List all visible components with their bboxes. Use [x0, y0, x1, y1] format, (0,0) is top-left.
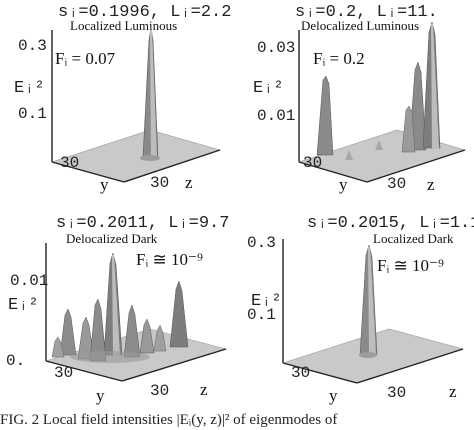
z-tick-label: 30	[150, 382, 169, 400]
tick-label: 0.1	[18, 105, 47, 123]
intensity-peak-highlight	[150, 30, 157, 160]
panel-localized-luminous: sᵢ=0.1996, Lᵢ=2.2 Localized Luminous Fᵢ …	[0, 0, 237, 205]
surface-plot: sᵢ=0.2, Lᵢ=11. Delocalized Luminous Fᵢ =…	[253, 3, 467, 194]
z-axis	[123, 149, 221, 183]
y-axis	[45, 360, 123, 382]
peak-base	[140, 155, 160, 161]
intensity-peak	[139, 318, 155, 354]
panel-delocalized-luminous: sᵢ=0.2, Lᵢ=11. Delocalized Luminous Fᵢ =…	[237, 0, 474, 205]
intensity-peak-highlight	[368, 247, 376, 357]
e-axis-label: Eᵢ²	[253, 79, 284, 98]
z-tick-label: 30	[387, 175, 406, 193]
y-tick-label: 30	[291, 364, 310, 382]
y-tick-label: 30	[54, 364, 73, 382]
tick-label: 0.01	[10, 272, 48, 290]
z-axis	[366, 149, 466, 183]
y-axis	[282, 362, 358, 384]
panel-header: sᵢ=0.2015, Lᵢ=1.1	[307, 214, 474, 233]
peak-base	[359, 352, 377, 358]
z-axis	[356, 348, 464, 384]
z-axis-label: z	[200, 380, 208, 399]
intensity-peak-highlight	[431, 24, 439, 150]
z-axis-label: z	[449, 382, 457, 401]
e-axis-label: Eᵢ²	[8, 296, 39, 315]
y-axis-label: y	[100, 175, 109, 194]
panel-header: sᵢ=0.1996, Lᵢ=2.2	[58, 3, 231, 22]
panel-subtitle: Delocalized Dark	[66, 231, 158, 246]
intensity-bump	[345, 150, 353, 160]
y-axis	[51, 161, 125, 183]
tick-label: 0.	[6, 352, 25, 370]
panel-delocalized-dark: sᵢ=0.2011, Lᵢ=9.7 Delocalized Dark Fᵢ ≅ …	[0, 205, 237, 410]
surface-plot: sᵢ=0.2015, Lᵢ=1.1 Localized Dark Fᵢ ≅ 10…	[247, 214, 474, 405]
panel-subtitle: Delocalized Luminous	[301, 18, 419, 33]
intensity-peak	[401, 105, 416, 153]
surface-plot: sᵢ=0.2011, Lᵢ=9.7 Delocalized Dark Fᵢ ≅ …	[6, 214, 229, 405]
intensity-peak	[51, 336, 65, 358]
f-value-label: Fᵢ ≅ 10⁻⁹	[377, 256, 444, 275]
intensity-peak	[153, 324, 167, 352]
e-axis-label: Eᵢ²	[14, 79, 45, 98]
z-axis	[121, 348, 227, 382]
panel-header: sᵢ=0.2, Lᵢ=11.	[295, 3, 438, 22]
f-value-label: Fᵢ = 0.2	[313, 49, 365, 68]
y-axis	[298, 161, 368, 183]
tick-label: 0.3	[247, 234, 276, 252]
y-axis-label: y	[329, 386, 338, 405]
y-tick-label: 30	[303, 154, 322, 172]
tick-label: 0.01	[257, 107, 295, 125]
intensity-peak	[123, 304, 141, 358]
figure-caption: FIG. 2 Local field intensities |Eᵢ(y, z)…	[0, 412, 338, 428]
intensity-peak-highlight	[112, 255, 120, 357]
intensity-peak	[316, 75, 334, 156]
tick-label: 0.03	[257, 39, 295, 57]
e-axis-label: Eᵢ²	[251, 292, 282, 311]
panel-localized-dark: sᵢ=0.2015, Lᵢ=1.1 Localized Dark Fᵢ ≅ 10…	[237, 205, 474, 410]
y-axis-label: y	[96, 386, 105, 405]
panel-subtitle: Localized Luminous	[70, 18, 177, 33]
panel-header: sᵢ=0.2011, Lᵢ=9.7	[56, 214, 229, 233]
z-axis-label: z	[185, 173, 193, 192]
f-value-label: Fᵢ ≅ 10⁻⁹	[136, 250, 203, 269]
panel-subtitle: Localized Dark	[373, 231, 454, 246]
y-axis-label: y	[339, 175, 348, 194]
f-value-label: Fᵢ = 0.07	[55, 49, 116, 68]
y-tick-label: 30	[60, 154, 79, 172]
z-tick-label: 30	[150, 174, 169, 192]
intensity-peak	[59, 308, 77, 356]
z-tick-label: 30	[387, 384, 406, 402]
tick-label: 0.3	[18, 37, 47, 55]
intensity-peak	[169, 280, 189, 348]
surface-ripple	[70, 351, 150, 363]
intensity-bump	[375, 140, 383, 150]
surface-plot: sᵢ=0.1996, Lᵢ=2.2 Localized Luminous Fᵢ …	[14, 3, 231, 194]
tick-label: 0.1	[247, 306, 276, 324]
z-axis-label: z	[427, 175, 435, 194]
